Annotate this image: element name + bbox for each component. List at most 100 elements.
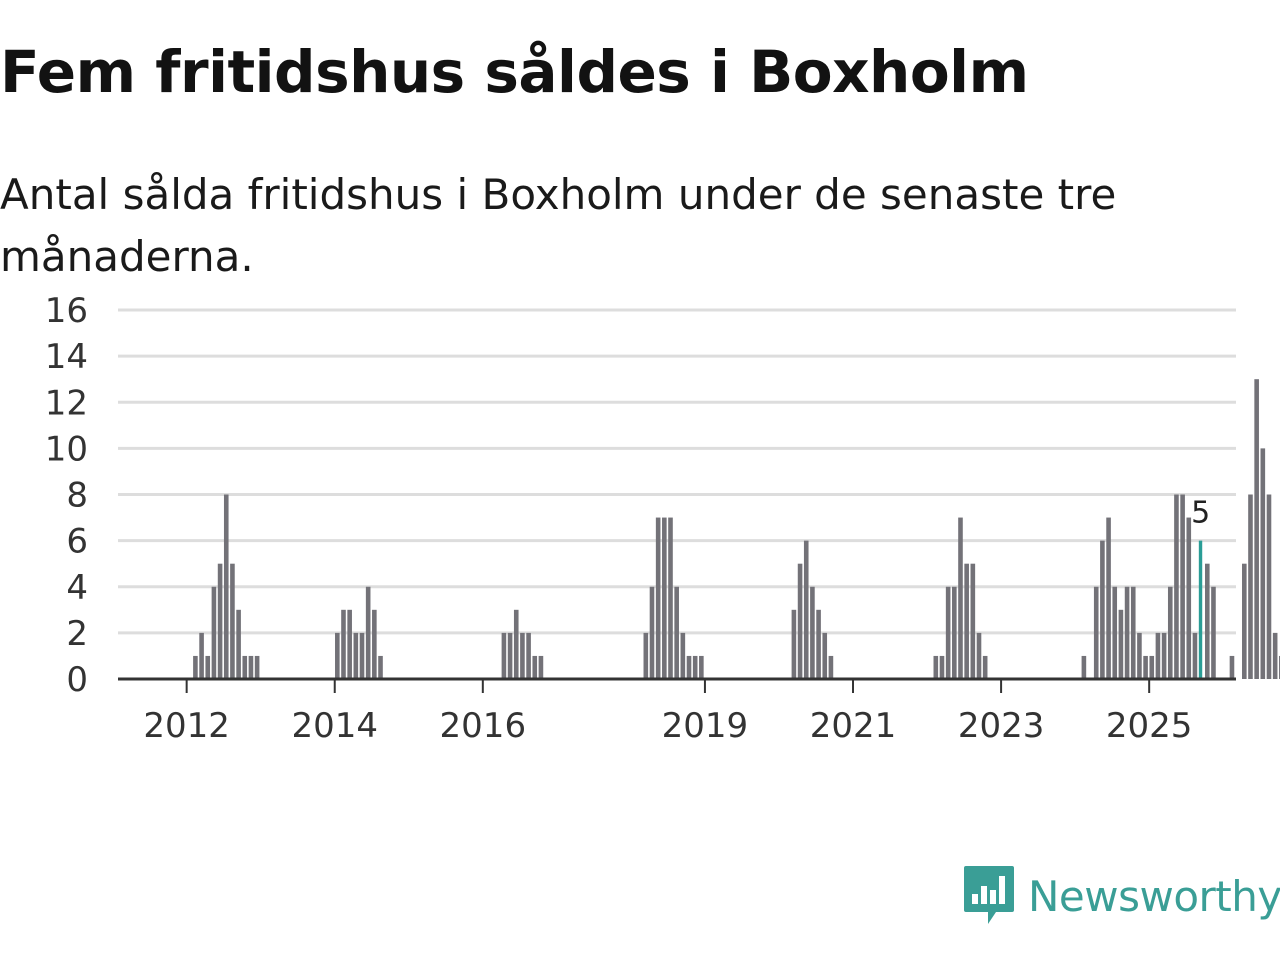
bar	[1186, 517, 1192, 679]
bar	[810, 586, 815, 679]
bar	[1211, 586, 1216, 679]
chart-title: Fem fritidshus såldes i Boxholm	[0, 38, 1029, 106]
y-tick-label: 4	[66, 568, 88, 608]
bar	[1118, 609, 1124, 679]
y-tick-label: 12	[45, 383, 88, 423]
bar	[649, 586, 655, 679]
bar	[643, 632, 649, 680]
bar	[822, 632, 828, 680]
y-tick-label: 2	[66, 614, 88, 654]
x-axis	[118, 677, 1236, 693]
bar	[976, 632, 982, 680]
bar	[501, 632, 507, 680]
bar	[372, 609, 377, 679]
tick-labels: 0 2 4 6 8 10 12 14 16 5 2012 2014 2016 2019 2021 2023 20…	[45, 291, 1210, 746]
y-tick-label: 8	[66, 476, 88, 516]
bar	[1260, 448, 1266, 680]
bar	[223, 494, 229, 679]
x-tick-label: 2021	[810, 706, 897, 746]
bar	[1167, 586, 1173, 679]
bar	[1106, 517, 1111, 679]
bar	[205, 655, 211, 679]
bar	[1229, 655, 1235, 679]
bar	[803, 540, 809, 680]
bar	[507, 632, 513, 680]
bar	[964, 563, 969, 679]
bar	[945, 586, 951, 679]
bar	[199, 632, 204, 680]
x-tick-label: 2019	[662, 706, 749, 746]
chart-subtitle: Antal sålda fritidshus i Boxholm under d…	[0, 170, 1117, 281]
bar	[248, 655, 254, 679]
bar	[970, 563, 976, 679]
bar	[217, 563, 223, 679]
bar	[520, 632, 525, 680]
bar	[1100, 540, 1105, 680]
x-tick-label: 2014	[291, 706, 378, 746]
bar	[1192, 632, 1198, 680]
bar	[1272, 632, 1278, 680]
bar	[1242, 563, 1247, 679]
bar	[236, 609, 241, 679]
bar	[1149, 655, 1155, 679]
bar	[378, 655, 383, 679]
bar	[797, 563, 803, 679]
bar	[1204, 563, 1210, 679]
bar	[982, 655, 988, 679]
bar	[939, 655, 945, 679]
data-label: 5	[1191, 496, 1210, 531]
bar	[1248, 494, 1253, 679]
y-tick-label: 16	[45, 291, 88, 331]
bar	[1081, 655, 1087, 679]
bar	[359, 632, 365, 680]
bar	[365, 586, 371, 679]
bar	[1174, 494, 1179, 679]
bar	[1155, 632, 1161, 680]
bar	[1254, 379, 1259, 679]
bar	[791, 609, 797, 679]
bar	[699, 655, 704, 679]
bar	[526, 632, 531, 680]
x-tick-label: 2025	[1106, 706, 1193, 746]
bar	[655, 517, 661, 679]
bar	[933, 655, 939, 679]
bar	[341, 609, 346, 679]
bar	[816, 609, 821, 679]
bar	[1137, 632, 1142, 680]
bar	[335, 632, 340, 680]
bar	[958, 517, 963, 679]
bar	[1130, 586, 1136, 679]
bar	[1161, 632, 1167, 680]
bar-chart: 0 2 4 6 8 10 12 14 16 5 2012 2014 2016 2019 2021 2023 20…	[45, 291, 1280, 746]
newsworthy-wordmark: Newsworthy	[1028, 871, 1280, 921]
bar	[513, 609, 519, 679]
bar	[828, 655, 834, 679]
bar	[538, 655, 544, 679]
bar	[1093, 586, 1099, 679]
y-tick-label: 0	[66, 660, 88, 700]
bar	[193, 655, 198, 679]
x-tick-label: 2016	[440, 706, 527, 746]
highlighted-bar	[1198, 540, 1203, 680]
newsworthy-logo: Newsworthy	[964, 866, 1280, 926]
x-tick-label: 2023	[958, 706, 1045, 746]
bar	[1124, 586, 1130, 679]
x-tick-label: 2012	[143, 706, 230, 746]
bar	[230, 563, 235, 679]
y-tick-label: 6	[66, 522, 88, 562]
bar	[1266, 494, 1272, 679]
bar	[1112, 586, 1118, 679]
y-tick-label: 10	[45, 429, 88, 469]
bar	[952, 586, 957, 679]
y-tick-label: 14	[45, 337, 88, 377]
bar	[680, 632, 686, 680]
bar	[674, 586, 679, 679]
bar	[347, 609, 352, 679]
bar	[692, 655, 698, 679]
newsworthy-chart-icon	[964, 866, 1014, 924]
bar	[211, 586, 217, 679]
bar	[353, 632, 359, 680]
bar	[662, 517, 667, 679]
bar	[686, 655, 692, 679]
gridlines	[118, 308, 1236, 635]
